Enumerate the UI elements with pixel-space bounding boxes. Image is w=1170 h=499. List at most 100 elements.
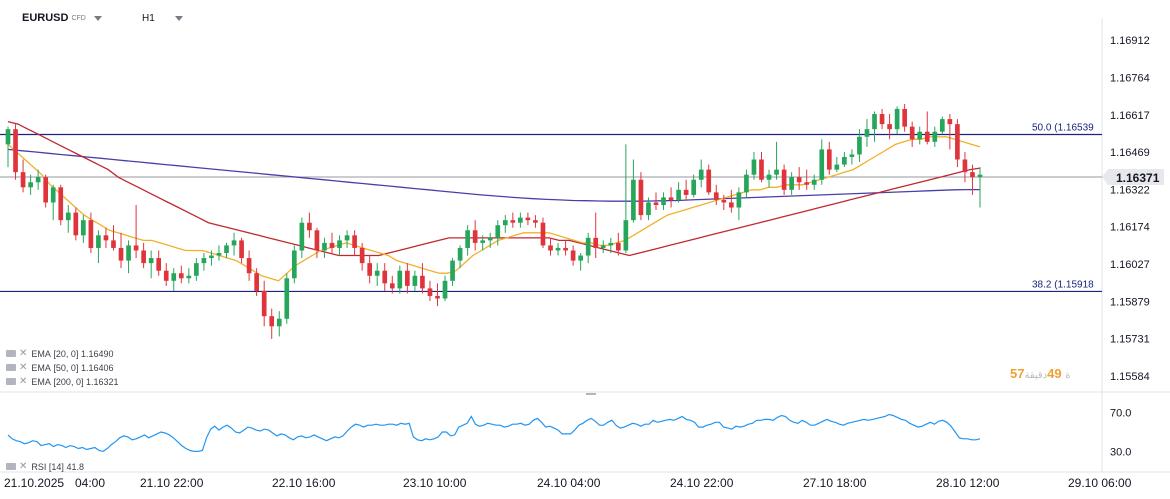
- candle-body[interactable]: [231, 240, 237, 246]
- candle-body[interactable]: [706, 169, 712, 193]
- candle-body[interactable]: [480, 240, 486, 243]
- candle-body[interactable]: [631, 179, 636, 221]
- candle-body[interactable]: [502, 220, 508, 226]
- candle-body[interactable]: [329, 242, 335, 248]
- visibility-icon[interactable]: [6, 378, 16, 385]
- candle-body[interactable]: [133, 245, 139, 251]
- close-icon[interactable]: ✕: [19, 376, 28, 387]
- candle-body[interactable]: [20, 172, 26, 188]
- candle-body[interactable]: [970, 172, 975, 178]
- candle-body[interactable]: [163, 270, 169, 281]
- candle-body[interactable]: [450, 260, 455, 281]
- candle-body[interactable]: [367, 263, 373, 276]
- candle-body[interactable]: [962, 159, 968, 173]
- candle-body[interactable]: [932, 131, 938, 142]
- candle-body[interactable]: [857, 136, 862, 155]
- candle-body[interactable]: [148, 258, 154, 264]
- candle-body[interactable]: [239, 240, 244, 259]
- symbol-selector[interactable]: EURUSD CFD: [22, 9, 102, 27]
- candle-body[interactable]: [201, 258, 207, 264]
- candle-body[interactable]: [43, 177, 49, 203]
- candle-body[interactable]: [276, 318, 282, 327]
- candle-body[interactable]: [525, 217, 531, 221]
- candle-body[interactable]: [600, 245, 606, 248]
- visibility-icon[interactable]: [6, 364, 16, 371]
- candle-body[interactable]: [894, 108, 900, 130]
- candle-body[interactable]: [661, 197, 666, 205]
- candle-body[interactable]: [721, 199, 727, 203]
- candle-body[interactable]: [420, 275, 425, 289]
- candle-body[interactable]: [382, 270, 388, 284]
- candle-body[interactable]: [759, 159, 764, 180]
- candle-body[interactable]: [13, 129, 18, 173]
- candle-body[interactable]: [35, 177, 41, 183]
- legend-rsi[interactable]: ✕ RSI [14] 41.8: [6, 460, 84, 473]
- candle-body[interactable]: [412, 275, 418, 286]
- candle-body[interactable]: [736, 192, 742, 208]
- candle-body[interactable]: [96, 235, 101, 248]
- candle-body[interactable]: [254, 273, 259, 291]
- candle-body[interactable]: [676, 189, 681, 200]
- candle-body[interactable]: [472, 230, 478, 243]
- candle-body[interactable]: [585, 237, 591, 256]
- candle-body[interactable]: [909, 126, 915, 140]
- candle-body[interactable]: [947, 119, 953, 125]
- candle-body[interactable]: [50, 187, 56, 203]
- candle-body[interactable]: [834, 164, 840, 170]
- pane-resize-handle[interactable]: [586, 393, 596, 395]
- candle-body[interactable]: [811, 179, 817, 185]
- candle-body[interactable]: [781, 169, 787, 190]
- candle-body[interactable]: [171, 273, 177, 281]
- candle-body[interactable]: [397, 270, 403, 289]
- candle-body[interactable]: [638, 179, 644, 216]
- close-icon[interactable]: ✕: [19, 348, 28, 359]
- candle-body[interactable]: [955, 124, 960, 160]
- candle-body[interactable]: [872, 114, 877, 130]
- candle-body[interactable]: [578, 255, 583, 261]
- candle-body[interactable]: [73, 212, 79, 236]
- candle-body[interactable]: [5, 129, 11, 145]
- candle-body[interactable]: [540, 222, 546, 246]
- candle-body[interactable]: [608, 242, 614, 246]
- candle-body[interactable]: [646, 202, 651, 216]
- candle-body[interactable]: [902, 108, 907, 127]
- candle-body[interactable]: [487, 237, 493, 241]
- candle-body[interactable]: [291, 250, 297, 279]
- candle-body[interactable]: [261, 290, 267, 317]
- candle-body[interactable]: [510, 220, 516, 223]
- candle-body[interactable]: [698, 169, 704, 180]
- candle-body[interactable]: [729, 202, 734, 208]
- candle-body[interactable]: [796, 177, 802, 183]
- candle-body[interactable]: [751, 159, 757, 175]
- candle-body[interactable]: [623, 220, 629, 251]
- candle-body[interactable]: [683, 189, 689, 195]
- candle-body[interactable]: [713, 192, 719, 200]
- candle-body[interactable]: [924, 131, 930, 142]
- candle-body[interactable]: [570, 250, 576, 261]
- close-icon[interactable]: ✕: [19, 362, 28, 373]
- candle-body[interactable]: [766, 174, 772, 180]
- legend-ema-20[interactable]: ✕ EMA [20, 0] 1.16490: [6, 347, 114, 360]
- candle-body[interactable]: [774, 169, 779, 175]
- candle-body[interactable]: [457, 247, 463, 261]
- candle-body[interactable]: [178, 273, 184, 279]
- candle-body[interactable]: [548, 245, 553, 251]
- candle-body[interactable]: [563, 247, 568, 251]
- candle-body[interactable]: [307, 222, 312, 231]
- candle-body[interactable]: [744, 174, 749, 193]
- candle-body[interactable]: [435, 295, 440, 299]
- candle-body[interactable]: [118, 247, 124, 261]
- candle-body[interactable]: [269, 316, 275, 327]
- candle-body[interactable]: [374, 270, 380, 276]
- candle-body[interactable]: [533, 220, 538, 223]
- candle-body[interactable]: [246, 258, 252, 274]
- candle-body[interactable]: [284, 278, 290, 319]
- candle-body[interactable]: [344, 235, 350, 241]
- close-icon[interactable]: ✕: [19, 461, 28, 472]
- candle-body[interactable]: [352, 235, 357, 248]
- timeframe-selector[interactable]: H1: [142, 9, 183, 27]
- candle-body[interactable]: [819, 149, 825, 180]
- candle-body[interactable]: [65, 212, 71, 221]
- candle-body[interactable]: [141, 250, 146, 264]
